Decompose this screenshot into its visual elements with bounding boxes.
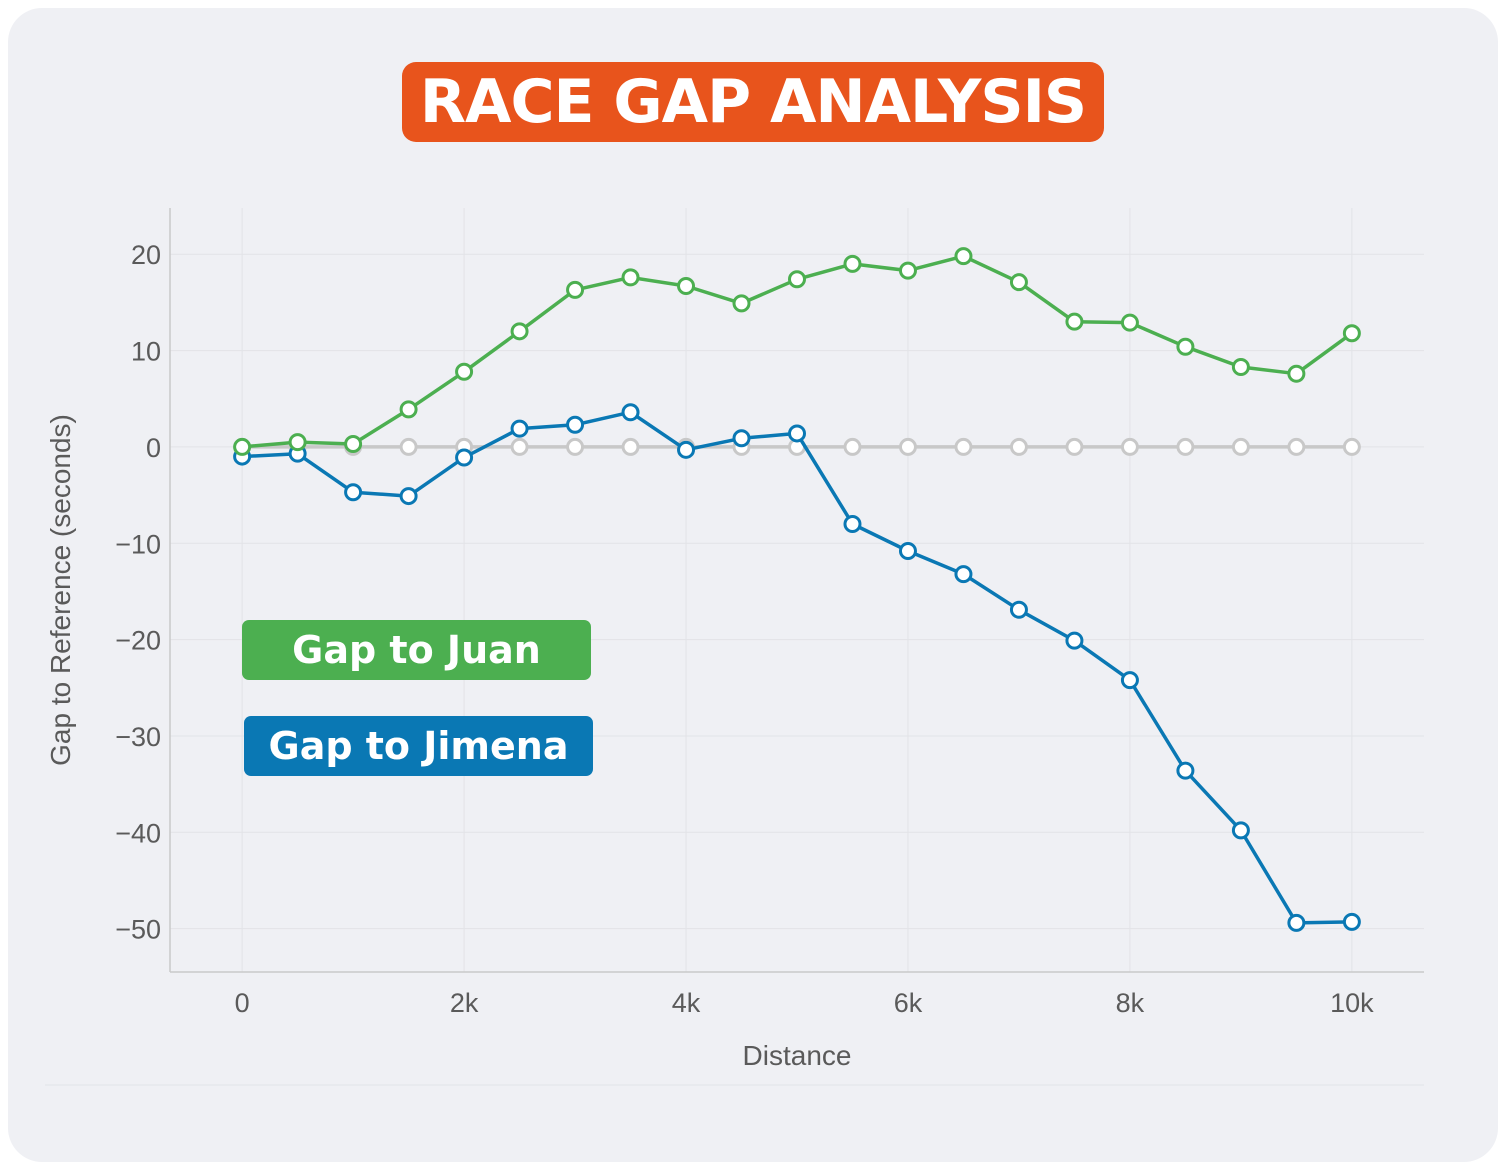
reference-point <box>1287 437 1306 456</box>
data-point <box>1009 273 1028 292</box>
data-point <box>954 247 973 266</box>
data-point <box>1342 912 1361 931</box>
data-point <box>1287 913 1306 932</box>
x-tick-label: 4k <box>672 988 701 1018</box>
data-point <box>455 448 474 467</box>
data-point <box>288 433 307 452</box>
data-point <box>843 515 862 534</box>
data-point <box>1009 600 1028 619</box>
data-point <box>1231 821 1250 840</box>
data-point <box>1176 337 1195 356</box>
reference-point <box>954 437 973 456</box>
reference-point <box>1231 437 1250 456</box>
reference-point <box>621 437 640 456</box>
data-point <box>677 440 696 459</box>
data-point <box>1176 761 1195 780</box>
data-point <box>843 254 862 273</box>
y-tick-label: 0 <box>146 433 161 463</box>
reference-point <box>1120 437 1139 456</box>
chart-card <box>8 8 1498 1162</box>
data-point <box>344 435 363 454</box>
data-point <box>788 270 806 289</box>
data-point <box>1120 313 1139 332</box>
y-tick-label: 20 <box>131 240 161 270</box>
data-point <box>898 261 917 280</box>
data-point <box>566 280 585 299</box>
reference-point <box>399 437 418 456</box>
data-point <box>233 437 252 456</box>
data-point <box>732 429 751 448</box>
y-tick-label: −50 <box>115 915 161 945</box>
reference-point <box>1065 437 1084 456</box>
x-tick-label: 2k <box>450 988 479 1018</box>
data-point <box>566 415 585 434</box>
y-tick-label: 10 <box>131 337 161 367</box>
title-container: RACE GAP ANALYSIS <box>0 62 1506 142</box>
chart-title: RACE GAP ANALYSIS <box>401 62 1105 142</box>
data-point <box>898 541 917 560</box>
data-point <box>455 362 474 381</box>
data-point <box>788 424 806 443</box>
data-point <box>1065 631 1084 650</box>
reference-point <box>843 437 862 456</box>
y-tick-label: −30 <box>115 722 161 752</box>
reference-point <box>1342 437 1361 456</box>
reference-point <box>566 437 585 456</box>
data-point <box>510 419 529 438</box>
y-tick-label: −40 <box>115 818 161 848</box>
y-tick-label: −10 <box>115 529 161 559</box>
data-point <box>1231 357 1250 376</box>
data-point <box>621 268 640 287</box>
x-tick-label: 10k <box>1330 988 1374 1018</box>
data-point <box>399 400 418 419</box>
data-point <box>510 322 529 341</box>
reference-point <box>898 437 917 456</box>
data-point <box>1342 324 1361 343</box>
reference-point <box>1176 437 1195 456</box>
data-point <box>621 403 640 422</box>
data-point <box>1287 364 1306 383</box>
data-point <box>954 565 973 584</box>
x-tick-label: 0 <box>235 988 250 1018</box>
data-point <box>677 277 696 296</box>
reference-point <box>510 437 529 456</box>
data-point <box>344 483 363 502</box>
x-tick-label: 8k <box>1116 988 1145 1018</box>
reference-point <box>1009 437 1028 456</box>
y-axis-label: Gap to Reference (seconds) <box>45 414 76 766</box>
legend-gap-to-juan: Gap to Juan <box>242 620 591 680</box>
data-point <box>1120 671 1139 690</box>
data-point <box>399 487 418 506</box>
data-point <box>732 294 751 313</box>
y-tick-label: −20 <box>115 626 161 656</box>
x-axis-label: Distance <box>743 1040 852 1071</box>
data-point <box>1065 312 1084 331</box>
legend-gap-to-jimena: Gap to Jimena <box>244 716 593 776</box>
x-tick-label: 6k <box>894 988 923 1018</box>
